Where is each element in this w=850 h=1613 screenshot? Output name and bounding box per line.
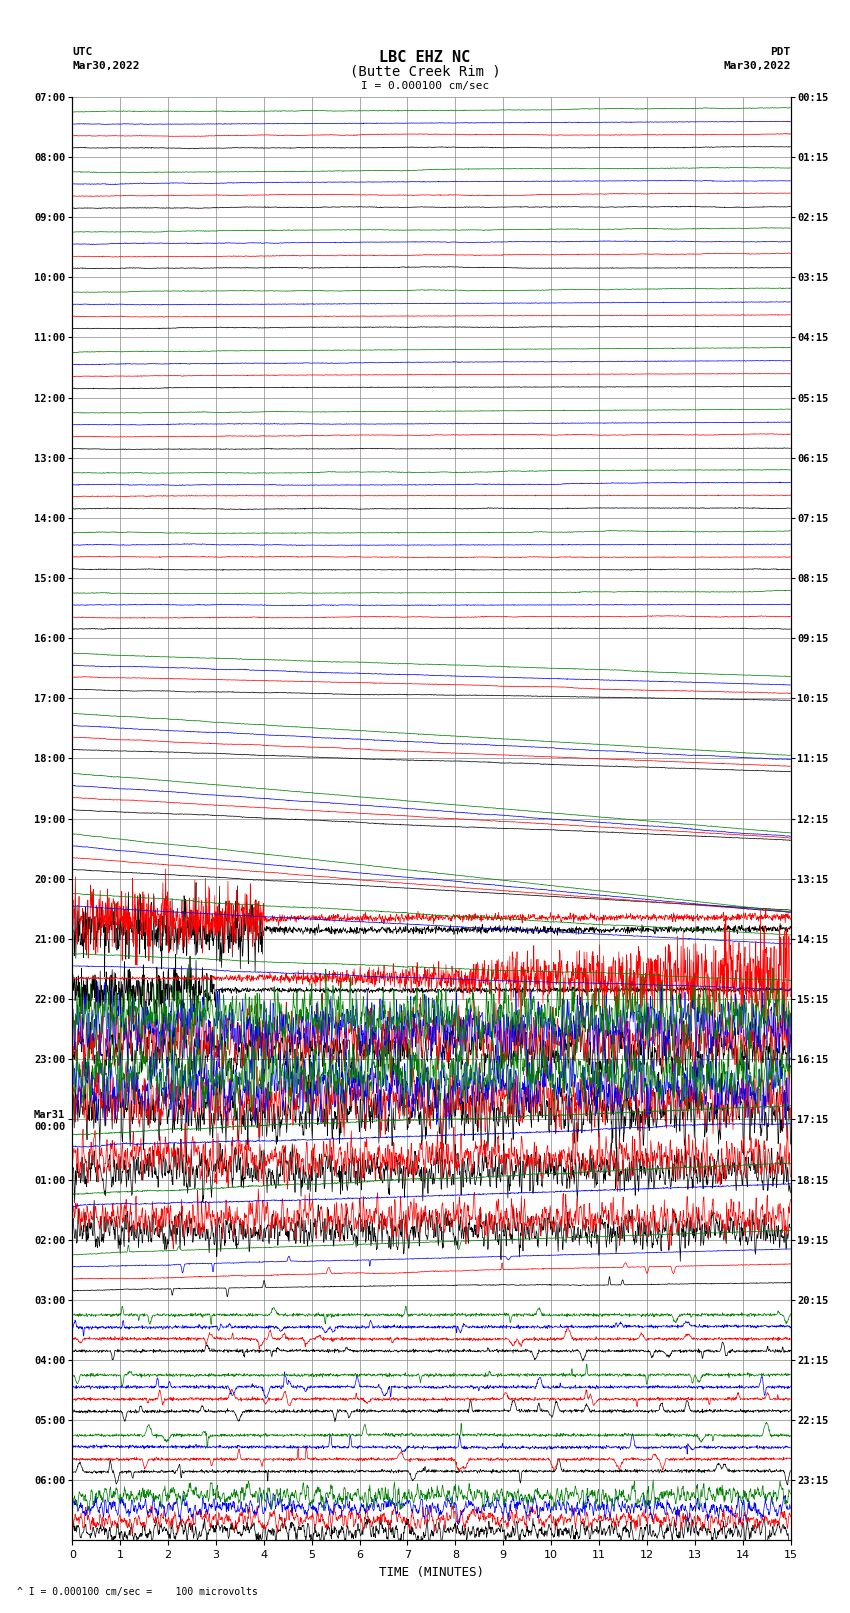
Text: Mar30,2022: Mar30,2022 <box>72 61 139 71</box>
Text: PDT: PDT <box>770 47 790 56</box>
Text: LBC EHZ NC: LBC EHZ NC <box>379 50 471 65</box>
Text: ^ I = 0.000100 cm/sec =    100 microvolts: ^ I = 0.000100 cm/sec = 100 microvolts <box>17 1587 258 1597</box>
Text: Mar30,2022: Mar30,2022 <box>723 61 791 71</box>
Text: I = 0.000100 cm/sec: I = 0.000100 cm/sec <box>361 81 489 90</box>
Text: UTC: UTC <box>72 47 93 56</box>
Text: (Butte Creek Rim ): (Butte Creek Rim ) <box>349 65 501 79</box>
X-axis label: TIME (MINUTES): TIME (MINUTES) <box>379 1566 484 1579</box>
